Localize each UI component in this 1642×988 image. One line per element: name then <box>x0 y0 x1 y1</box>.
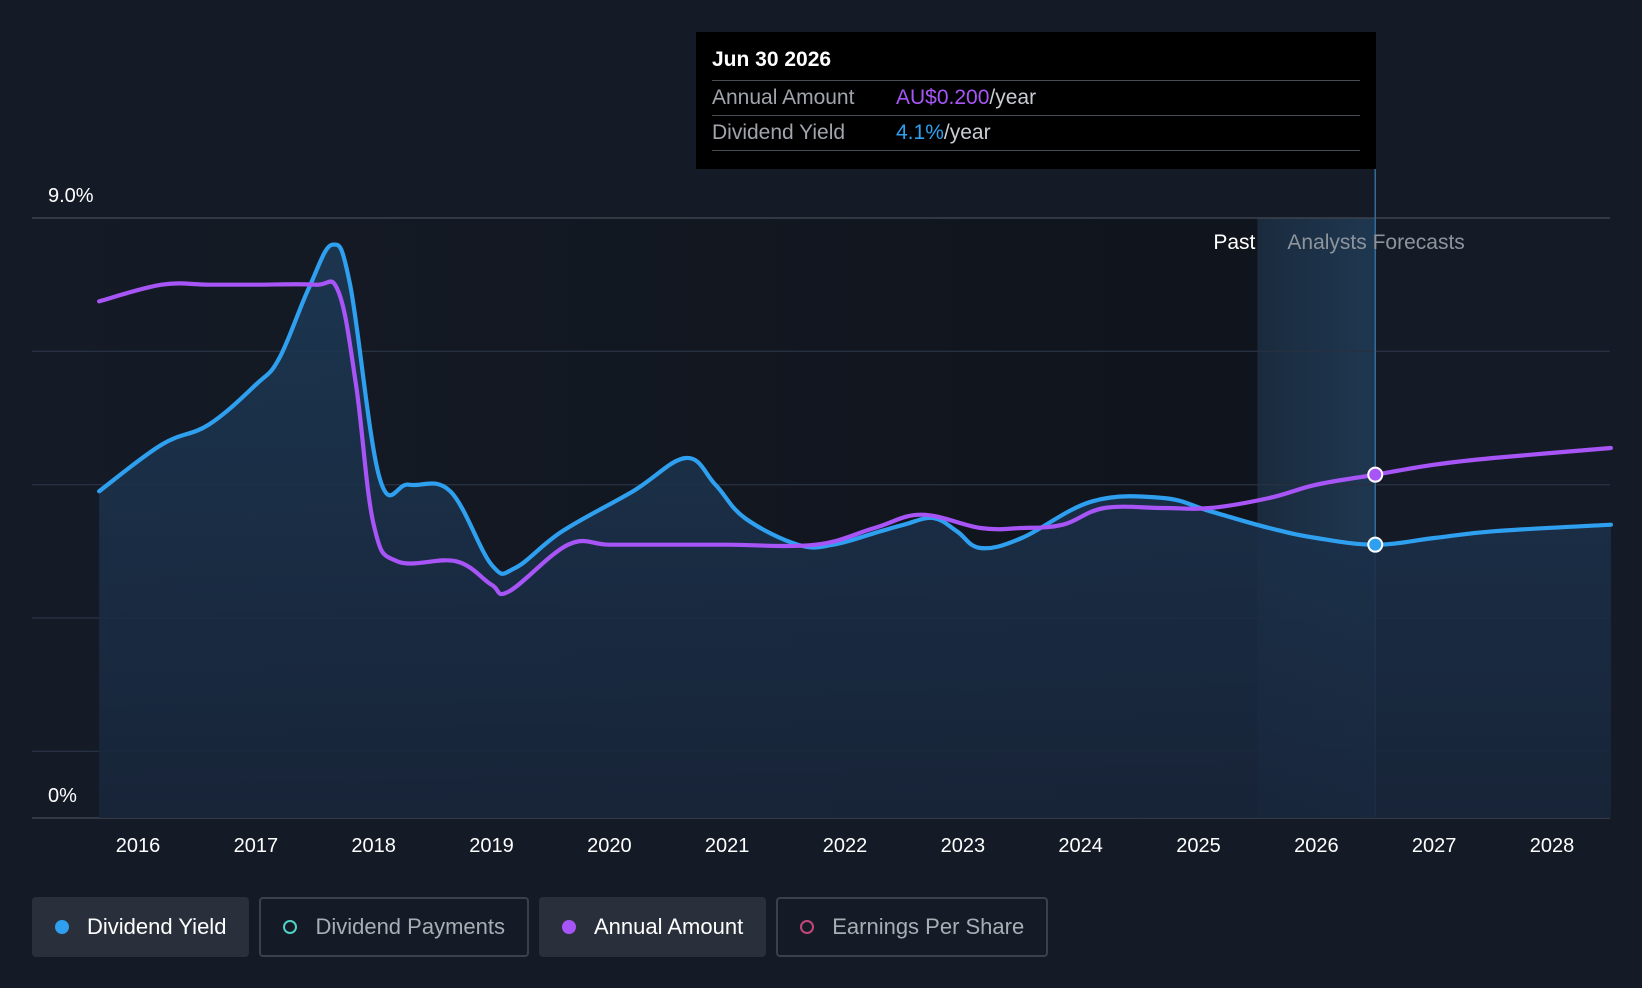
legend-label: Dividend Payments <box>315 914 505 939</box>
x-tick-label: 2022 <box>823 835 868 857</box>
y-tick-label-min: 0% <box>48 785 77 807</box>
x-tick-label: 2018 <box>351 835 396 857</box>
filled-dot-icon <box>55 920 69 934</box>
legend-label: Dividend Yield <box>87 914 227 939</box>
legend-earnings-per-share-button[interactable]: Earnings Per Share <box>776 897 1049 957</box>
tooltip-value: 4.1% <box>896 121 944 144</box>
tooltip-label: Dividend Yield <box>712 121 846 144</box>
chart-legend: Dividend Yield Dividend Payments Annual … <box>32 897 1049 957</box>
tooltip-unit: /year <box>989 86 1037 109</box>
x-tick-label: 2024 <box>1058 835 1103 857</box>
x-tick-label: 2028 <box>1530 835 1575 857</box>
x-tick-label: 2016 <box>116 835 161 857</box>
x-tick-label: 2027 <box>1412 835 1457 857</box>
tooltip-row-annual-amount: Annual Amount AU$0.200 /year <box>712 81 1360 116</box>
legend-label: Earnings Per Share <box>832 914 1025 939</box>
dividend-yield-marker <box>1367 536 1384 553</box>
dividend-yield-area <box>99 244 1611 819</box>
tooltip-value: AU$0.200 <box>896 86 990 109</box>
dividend-yield-line <box>97 242 1613 576</box>
legend-annual-amount-button[interactable]: Annual Amount <box>538 897 767 957</box>
x-tick-label: 2017 <box>234 835 279 857</box>
x-tick-label: 2020 <box>587 835 632 857</box>
x-tick-label: 2023 <box>941 835 986 857</box>
tooltip-row-dividend-yield: Dividend Yield 4.1% /year <box>712 116 1360 151</box>
legend-dividend-yield-button[interactable]: Dividend Yield <box>32 897 250 957</box>
past-label: Past <box>1213 231 1255 254</box>
x-tick-label: 2021 <box>705 835 750 857</box>
tooltip-label: Annual Amount <box>712 86 855 109</box>
hollow-dot-icon <box>800 920 815 934</box>
annual-amount-marker <box>1367 466 1384 483</box>
x-tick-label: 2019 <box>469 835 514 857</box>
x-tick-label: 2026 <box>1294 835 1339 857</box>
x-tick-label: 2025 <box>1176 835 1221 857</box>
forecast-label: Analysts Forecasts <box>1287 231 1464 254</box>
legend-dividend-payments-button[interactable]: Dividend Payments <box>259 897 529 957</box>
hover-tooltip: Jun 30 2026 Annual Amount AU$0.200 /year… <box>696 32 1376 169</box>
tooltip-date: Jun 30 2026 <box>712 46 1360 81</box>
tooltip-unit: /year <box>943 121 991 144</box>
y-tick-label-max: 9.0% <box>48 185 94 207</box>
annual-amount-line <box>97 279 1613 597</box>
legend-label: Annual Amount <box>593 914 744 939</box>
hollow-dot-icon <box>283 920 298 934</box>
filled-dot-icon <box>561 920 576 934</box>
